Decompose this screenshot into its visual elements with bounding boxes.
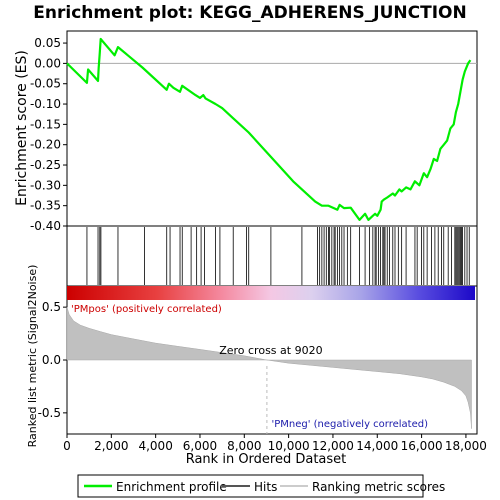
metric-y-axis-label: Ranked list metric (Signal2Noise) [26,265,39,448]
enrichment-profile-line [66,37,472,221]
x-tick-label: 6,000 [183,439,217,453]
zero-cross-label: Zero cross at 9020 [219,344,322,357]
legend-box [77,474,424,498]
metric-tick-label: 0.0 [42,353,61,367]
hits-panel [66,225,478,287]
es-tick-label: -0.10 [30,97,61,111]
x-tick-label: 12,000 [312,439,354,453]
x-tick-label: 2,000 [94,439,128,453]
es-tick-label: -0.20 [30,138,61,152]
legend-metric-label: Ranking metric scores [312,480,445,494]
es-tick-label: 0.05 [34,36,61,50]
ranking-heat-bar [67,286,475,300]
x-tick-label: 10,000 [268,439,310,453]
pmpos-label: 'PMpos' (positively correlated) [71,304,222,315]
es-axis-ticks: 0.05 0.00 -0.05 -0.10 -0.15 -0.20 -0.25 -0.30 -0… [30,36,67,233]
es-tick-label: 0.00 [34,56,61,70]
legend-hits-label: Hits [254,480,277,494]
metric-tick-label: -0.5 [38,406,61,420]
es-tick-label: -0.30 [30,178,61,192]
legend-enrichment-label: Enrichment profile [116,480,227,494]
x-tick-label: 14,000 [356,439,398,453]
pmneg-label: 'PMneg' (negatively correlated) [271,419,428,430]
x-tick-label: 8,000 [227,439,261,453]
es-tick-label: -0.35 [30,199,61,213]
metric-tick-label: 0.5 [42,300,61,314]
x-tick-label: 4,000 [138,439,172,453]
ranking-metric-area [66,307,472,429]
es-tick-label: -0.40 [30,219,61,233]
x-axis-label: Rank in Ordered Dataset [186,452,347,467]
es-tick-label: -0.25 [30,158,61,172]
es-tick-label: -0.15 [30,117,61,131]
chart-title: Enrichment plot: KEGG_ADHERENS_JUNCTION [33,3,466,23]
es-panel [66,30,478,227]
x-tick-label: 18,000 [445,439,487,453]
es-y-axis-label: Enrichment score (ES) [14,50,30,206]
x-tick-label: 16,000 [401,439,443,453]
x-tick-label: 0 [63,439,71,453]
metric-axis-ticks: 0.5 0.0 -0.5 [38,300,67,420]
hit-markers [86,227,470,285]
es-tick-label: -0.05 [30,77,61,91]
x-axis-ticks: 0 2,000 4,000 6,000 8,000 10,000 12,000 14,000 1… [63,434,487,453]
